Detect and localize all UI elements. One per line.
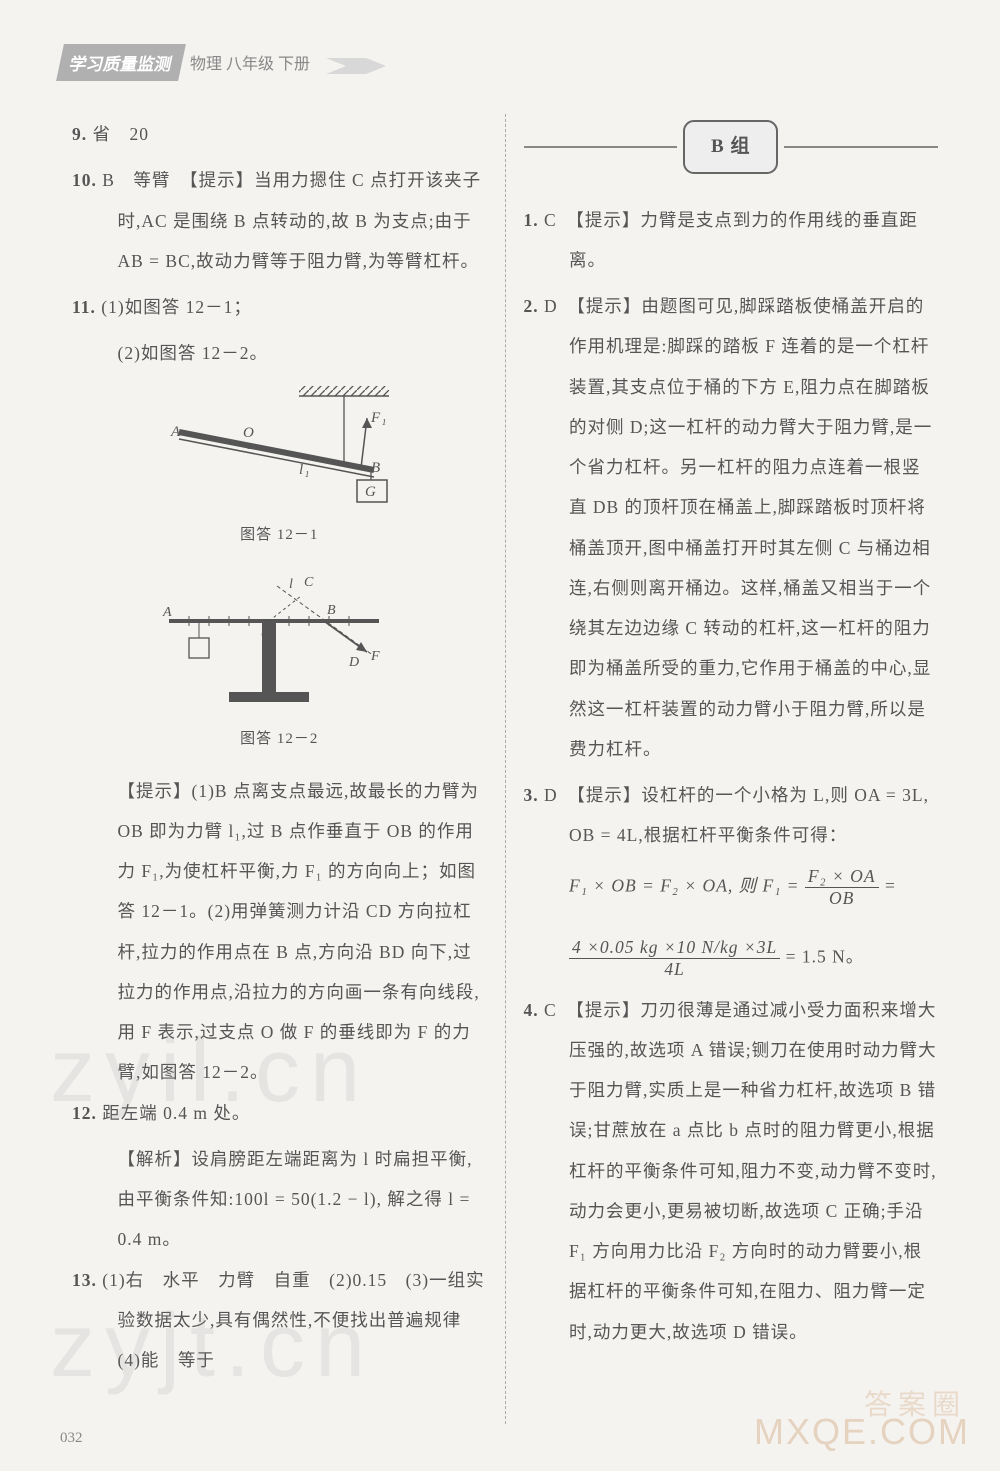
figure-12-1: A O F₁ B l₁ G xyxy=(149,382,409,512)
header-subject: 物理 八年级 下册 xyxy=(190,50,310,74)
svg-text:B: B xyxy=(371,460,381,476)
column-divider xyxy=(505,114,506,1424)
svg-text:O: O xyxy=(261,627,272,642)
svg-text:O: O xyxy=(243,425,255,441)
q10-num: 10. xyxy=(72,170,97,190)
q11: 11. (1)如图答 12－1； xyxy=(72,287,487,327)
q12-anal: 【解析】设肩膀距左端距离为 l 时扁担平衡,由平衡条件知:100l = 50(1… xyxy=(72,1139,487,1260)
b-q4-num: 4. xyxy=(524,1000,539,1020)
svg-text:l₁: l₁ xyxy=(299,462,310,478)
b-q2-text: D 【提示】由题图可见,脚踩踏板使桶盖开启的作用机理是:脚踩的踏板 F 连着的是… xyxy=(544,296,932,759)
right-column: B 组 1. C 【提示】力臂是支点到力的作用线的垂直距离。 2. D 【提示】… xyxy=(512,114,951,1424)
fig1-caption: 图答 12－1 xyxy=(72,518,487,553)
b-q2: 2. D 【提示】由题图可见,脚踩踏板使桶盖开启的作用机理是:脚踩的踏板 F 连… xyxy=(524,286,939,769)
group-b-badge: B 组 xyxy=(683,120,778,174)
q9-text: 省 20 xyxy=(93,124,150,144)
b-q2-num: 2. xyxy=(524,296,539,316)
fig2-caption: 图答 12－2 xyxy=(72,722,487,757)
q10-text: B 等臂 【提示】当用力摁住 C 点打开该夹子时,AC 是围绕 B 点转动的,故… xyxy=(102,170,481,271)
b-q1-num: 1. xyxy=(524,210,539,230)
svg-text:F: F xyxy=(370,649,381,664)
b-q3: 3. D 【提示】设杠杆的一个小格为 L,则 OA = 3L, OB = 4L,… xyxy=(524,775,939,856)
q9-num: 9. xyxy=(72,124,87,144)
svg-text:l: l xyxy=(289,577,294,592)
page-number: 032 xyxy=(60,1430,83,1447)
b-q1-text: C 【提示】力臂是支点到力的作用线的垂直距离。 xyxy=(544,210,918,270)
svg-text:G: G xyxy=(365,484,377,500)
q12: 12. 距左端 0.4 m 处。 xyxy=(72,1093,487,1133)
header-arrow-icon xyxy=(326,46,386,78)
b-q4-text: C 【提示】刀刃很薄是通过减小受力面积来增大压强的,故选项 A 错误;铡刀在使用… xyxy=(544,1000,937,1342)
b-q3-t1: D 【提示】设杠杆的一个小格为 L,则 OA = 3L, OB = 4L,根据杠… xyxy=(544,785,929,845)
svg-text:A: A xyxy=(170,424,181,440)
header-logo: 学习质量监测 xyxy=(56,44,186,81)
svg-text:A: A xyxy=(162,605,173,620)
q11-num: 11. xyxy=(72,297,96,317)
group-b-header: B 组 xyxy=(524,120,939,174)
svg-text:C: C xyxy=(304,575,314,590)
b-q3-eq: F₁ × OB = F₂ × OA, 则 F₁ = F₂ × OAOB = 4 … xyxy=(524,866,939,980)
q11-p1: (1)如图答 12－1； xyxy=(101,297,252,317)
svg-text:F₁: F₁ xyxy=(370,410,387,426)
q11-p2: (2)如图答 12－2。 xyxy=(72,333,487,373)
svg-text:B: B xyxy=(327,603,337,618)
q13-text: (1)右 水平 力臂 自重 (2)0.15 (3)一组实验数据太少,具有偶然性,… xyxy=(102,1270,484,1371)
q10: 10. B 等臂 【提示】当用力摁住 C 点打开该夹子时,AC 是围绕 B 点转… xyxy=(72,160,487,281)
page-header: 学习质量监测 物理 八年级 下册 xyxy=(60,40,950,84)
b-q1: 1. C 【提示】力臂是支点到力的作用线的垂直距离。 xyxy=(524,200,939,281)
left-column: 9. 省 20 10. B 等臂 【提示】当用力摁住 C 点打开该夹子时,AC … xyxy=(60,114,499,1424)
q13: 13. (1)右 水平 力臂 自重 (2)0.15 (3)一组实验数据太少,具有… xyxy=(72,1260,487,1381)
b-q4: 4. C 【提示】刀刃很薄是通过减小受力面积来增大压强的,故选项 A 错误;铡刀… xyxy=(524,990,939,1352)
q13-num: 13. xyxy=(72,1270,97,1290)
svg-text:D: D xyxy=(348,655,360,670)
q12-num: 12. xyxy=(72,1103,97,1123)
q9: 9. 省 20 xyxy=(72,114,487,154)
q11-hint: 【提示】(1)B 点离支点最远,故最长的力臂为 OB 即为力臂 l₁,过 B 点… xyxy=(72,771,487,1093)
q12-text: 距左端 0.4 m 处。 xyxy=(102,1103,250,1123)
b-q3-num: 3. xyxy=(524,785,539,805)
figure-12-2: A O B C D F l xyxy=(149,566,409,716)
